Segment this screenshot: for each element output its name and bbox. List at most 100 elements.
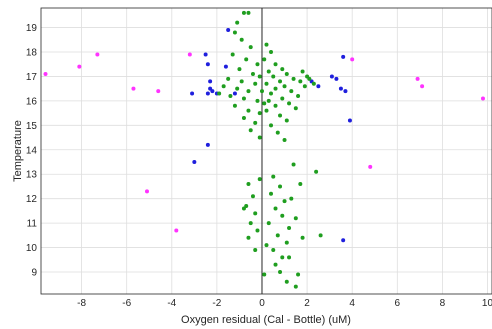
data-point xyxy=(203,52,208,57)
data-point xyxy=(250,194,255,199)
data-point xyxy=(241,96,246,101)
data-point xyxy=(293,106,298,111)
data-point xyxy=(264,42,269,47)
data-point xyxy=(264,108,269,113)
data-points xyxy=(43,10,485,289)
data-point xyxy=(244,57,249,62)
data-point xyxy=(253,211,258,216)
data-point xyxy=(253,248,258,252)
data-point xyxy=(246,108,251,113)
data-point xyxy=(190,91,195,96)
y-axis-label: Temperature xyxy=(12,120,24,182)
data-point xyxy=(226,28,231,32)
data-point xyxy=(223,64,228,69)
data-point xyxy=(246,89,251,94)
data-point xyxy=(255,62,260,67)
data-point xyxy=(296,272,301,277)
data-point xyxy=(232,30,237,35)
data-point xyxy=(210,89,215,94)
data-point xyxy=(262,101,267,106)
data-point xyxy=(192,160,197,164)
y-tick-label: 15 xyxy=(26,121,38,132)
data-point xyxy=(269,123,274,128)
data-point xyxy=(273,62,278,67)
data-point xyxy=(300,69,305,74)
data-point xyxy=(318,233,323,238)
data-point xyxy=(275,233,280,238)
data-point xyxy=(248,128,253,133)
y-tick-label: 9 xyxy=(31,268,37,279)
data-point xyxy=(420,84,425,89)
data-point xyxy=(237,67,242,72)
x-axis-label: Oxygen residual (Cal - Bottle) (uM) xyxy=(181,314,351,326)
y-tick-label: 14 xyxy=(26,145,38,156)
data-point xyxy=(273,103,278,108)
x-tick-label: -6 xyxy=(122,298,131,309)
data-point xyxy=(293,284,298,289)
data-point xyxy=(305,74,310,79)
data-point xyxy=(257,135,262,140)
x-tick-label: 2 xyxy=(304,298,310,309)
data-point xyxy=(289,89,294,94)
data-point xyxy=(43,72,48,76)
data-point xyxy=(273,262,278,267)
data-point xyxy=(205,142,210,147)
data-point xyxy=(232,91,237,96)
data-point xyxy=(250,72,255,76)
grid-lines xyxy=(41,8,492,294)
data-point xyxy=(300,235,305,240)
data-point xyxy=(248,45,253,50)
data-point xyxy=(239,37,244,42)
data-point xyxy=(280,96,285,101)
plot-frame xyxy=(40,7,492,295)
x-tick-label: 4 xyxy=(349,298,355,309)
x-tick-label: 10 xyxy=(482,298,492,309)
data-point xyxy=(241,116,246,120)
data-point xyxy=(266,69,271,74)
data-point xyxy=(241,206,246,211)
data-point xyxy=(329,74,334,79)
data-point xyxy=(239,79,244,84)
data-point xyxy=(280,67,285,72)
y-tick-label: 13 xyxy=(26,170,38,181)
data-point xyxy=(187,52,192,57)
data-point xyxy=(264,81,269,86)
data-point xyxy=(293,216,298,221)
data-point xyxy=(284,240,289,245)
data-point xyxy=(246,235,251,240)
x-tick-label: -4 xyxy=(167,298,176,309)
data-point xyxy=(269,91,274,96)
data-point xyxy=(226,76,231,81)
data-point xyxy=(287,255,292,260)
data-point xyxy=(156,89,161,94)
data-point xyxy=(255,228,260,233)
data-point xyxy=(246,10,251,15)
plot-area xyxy=(41,8,492,294)
data-point xyxy=(350,57,355,62)
data-point xyxy=(287,226,292,230)
data-point xyxy=(284,279,289,284)
data-point xyxy=(257,111,262,116)
data-point xyxy=(217,91,222,96)
y-tick-label: 17 xyxy=(26,72,38,83)
data-point xyxy=(341,54,346,59)
data-point xyxy=(246,182,251,186)
data-point xyxy=(278,270,283,274)
data-point xyxy=(338,86,343,91)
x-tick-label: 8 xyxy=(440,298,446,309)
data-point xyxy=(228,94,233,98)
data-point xyxy=(273,86,278,91)
data-point xyxy=(77,64,82,69)
data-point xyxy=(296,94,301,98)
data-point xyxy=(298,182,303,186)
data-point xyxy=(235,86,240,91)
data-point xyxy=(289,196,294,201)
data-point xyxy=(269,50,274,54)
data-point xyxy=(298,79,303,84)
data-point xyxy=(131,86,136,91)
data-point xyxy=(302,84,307,89)
data-point xyxy=(205,91,210,96)
data-point xyxy=(278,79,283,84)
data-point xyxy=(415,76,420,81)
data-point xyxy=(280,255,285,260)
